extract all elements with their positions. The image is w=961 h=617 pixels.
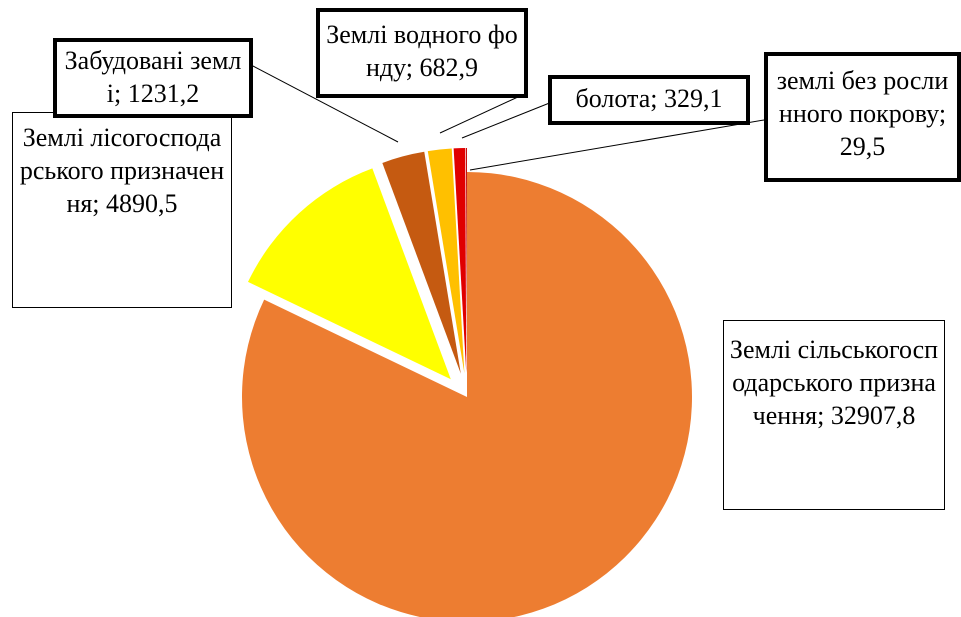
label-name: Землі лісогосподарського призначення; — [19, 123, 225, 218]
leader-line — [252, 65, 399, 143]
slice — [242, 172, 692, 617]
slice — [247, 168, 451, 380]
label-name: Забудовані землі; — [64, 46, 242, 108]
slice — [382, 151, 461, 374]
label: землі без рослинного покрову; 29,5 — [764, 52, 961, 182]
label: болота; 329,1 — [548, 75, 750, 125]
leader-lines — [252, 65, 765, 171]
label-name: болота; — [575, 84, 658, 113]
label-value: 29,5 — [839, 132, 886, 161]
label: Землі лісогосподарського призначення; 48… — [12, 112, 232, 308]
label-value: 682,9 — [419, 53, 479, 82]
label-name: Землі водного фонду; — [326, 20, 518, 82]
label: Забудовані землі; 1231,2 — [53, 38, 253, 118]
leader-line — [461, 101, 553, 139]
label: Землі сільськогосподарського призначення… — [723, 320, 945, 510]
label-name: Землі сільськогосподарського призначення… — [729, 335, 939, 430]
label-value: 329,1 — [663, 84, 723, 113]
slice — [427, 148, 465, 374]
leader-line — [439, 95, 521, 134]
label-value: 1231,2 — [127, 79, 200, 108]
label-name: землі без рослинного покрову; — [776, 66, 949, 128]
slice — [465, 148, 467, 374]
label-value: 32907,8 — [830, 401, 916, 430]
label: Землі водного фонду; 682,9 — [316, 8, 528, 98]
slice — [453, 148, 467, 374]
slices — [242, 148, 692, 617]
leader-line — [469, 119, 765, 171]
label-value: 4890,5 — [106, 189, 178, 218]
